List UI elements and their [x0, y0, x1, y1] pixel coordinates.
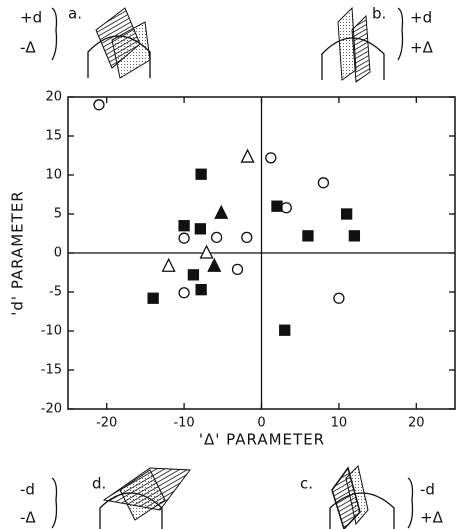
- point: [207, 257, 222, 272]
- point: [161, 257, 176, 272]
- point: [340, 208, 353, 220]
- y-tick-label: 10: [45, 168, 62, 183]
- x-tick-label: 0: [257, 416, 265, 431]
- point: [280, 202, 292, 214]
- point: [265, 152, 277, 164]
- point: [317, 177, 330, 189]
- panel-label: d.: [92, 475, 106, 493]
- point: [302, 230, 314, 242]
- y-tick-label: 15: [45, 129, 62, 144]
- point: [240, 148, 255, 163]
- point: [214, 204, 229, 219]
- y-tick-label: 20: [45, 90, 62, 105]
- x-tick-label: 10: [331, 416, 348, 431]
- panel-c: c. -d +Δ: [300, 465, 444, 529]
- panel-sign: +Δ: [420, 509, 444, 527]
- point: [333, 292, 345, 304]
- point: [231, 263, 244, 276]
- point: [271, 200, 283, 212]
- point: [195, 168, 207, 180]
- panel-label: c.: [300, 475, 313, 493]
- panel-sign: +d: [410, 9, 432, 27]
- point: [199, 244, 214, 259]
- point: [241, 231, 253, 244]
- point: [178, 220, 190, 232]
- panel-label: a.: [68, 5, 82, 23]
- panel-sign: -Δ: [20, 39, 36, 57]
- y-tick-label: 5: [54, 207, 62, 222]
- y-axis-label: 'd' PARAMETER: [9, 190, 27, 315]
- panel-sign: -Δ: [20, 509, 36, 527]
- point: [194, 223, 207, 235]
- x-tick-label: 20: [408, 416, 425, 431]
- panel-sign: -d: [20, 481, 35, 499]
- y-tick-label: -5: [49, 285, 62, 300]
- point: [187, 269, 200, 281]
- x-tick-label: -20: [96, 416, 117, 431]
- panel-sign: -d: [420, 481, 435, 499]
- panel-d: -d -Δ d.: [20, 467, 191, 529]
- y-tick-label: -20: [41, 402, 62, 417]
- point: [178, 232, 190, 244]
- point: [178, 287, 190, 299]
- panel-sign: +d: [20, 9, 42, 27]
- x-tick-label: -10: [173, 416, 194, 431]
- panel-sign: +Δ: [410, 39, 434, 57]
- point: [147, 292, 159, 304]
- panel-b: b. +d +Δ: [321, 5, 434, 83]
- panel-label: b.: [372, 5, 386, 23]
- y-tick-label: -15: [41, 363, 62, 378]
- point: [93, 99, 105, 111]
- x-axis-label: 'Δ' PARAMETER: [199, 431, 325, 449]
- point: [348, 230, 361, 242]
- y-tick-label: -10: [41, 324, 62, 339]
- panel-a: +d -Δ a.: [20, 5, 151, 79]
- point: [210, 231, 223, 244]
- y-tick-label: 0: [54, 246, 62, 261]
- point: [195, 284, 207, 296]
- point: [279, 324, 291, 336]
